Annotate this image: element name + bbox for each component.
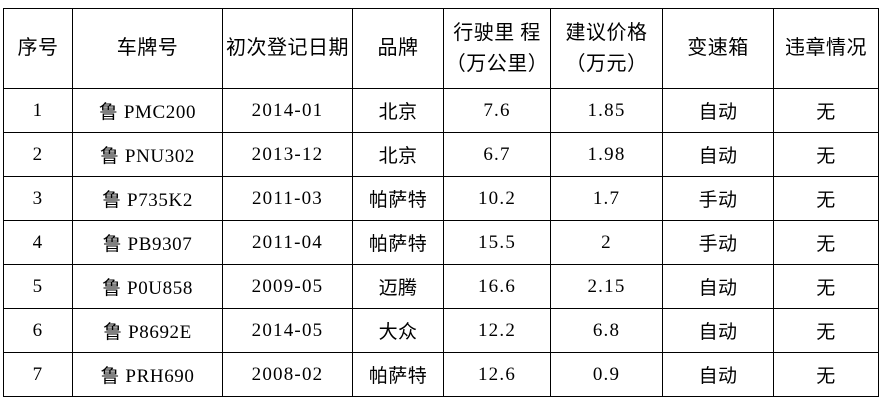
cell-brand: 帕萨特 [352,220,444,265]
column-header-first-registration-date-line-1: 初次登记日期 [226,37,349,59]
cell-brand: 北京 [352,132,444,177]
cell-brand: 帕萨特 [352,176,444,221]
cell-brand: 帕萨特 [352,352,444,397]
cell-plate: 鲁 P0U858 [72,264,223,309]
cell-brand: 大众 [352,308,444,353]
cell-suggested-price: 0.9 [550,352,663,397]
table-row: 2 鲁 PNU302 2013-12 北京 6.7 1.98 自动 无 [3,132,879,177]
cell-suggested-price: 6.8 [550,308,663,353]
cell-suggested-price: 2.15 [550,264,663,309]
column-header-gearbox: 变速箱 [662,8,774,89]
column-header-suggested-price-line-1: 建议价格 [565,21,648,44]
cell-gearbox: 手动 [662,176,774,221]
cell-mileage: 7.6 [443,88,551,133]
column-header-mileage: 行驶里 程 （万公里） [443,8,551,89]
cell-gearbox: 自动 [662,352,774,397]
cell-brand: 北京 [352,88,444,133]
column-header-mileage-line-1: 行驶里 程 [453,21,541,44]
cell-plate: 鲁 PB9307 [72,220,223,265]
table-body: 1 鲁 PMC200 2014-01 北京 7.6 1.85 自动 无 2 鲁 … [3,88,879,397]
cell-plate: 鲁 PNU302 [72,132,223,177]
cell-first-registration-date: 2013-12 [222,132,353,177]
cell-violation: 无 [773,352,879,397]
cell-suggested-price: 1.98 [550,132,663,177]
cell-first-registration-date: 2011-04 [222,220,353,265]
column-header-violation: 违章情况 [773,8,879,89]
column-header-plate-line-1: 车牌号 [116,37,179,59]
cell-gearbox: 自动 [662,132,774,177]
cell-plate: 鲁 P8692E [72,308,223,353]
cell-violation: 无 [773,220,879,265]
cell-first-registration-date: 2011-03 [222,176,353,221]
cell-index: 6 [3,308,73,353]
cell-plate: 鲁 P735K2 [72,176,223,221]
column-header-brand: 品牌 [352,8,444,89]
cell-brand: 迈腾 [352,264,444,309]
cell-index: 5 [3,264,73,309]
column-header-gearbox-line-1: 变速箱 [687,37,749,59]
table-row: 3 鲁 P735K2 2011-03 帕萨特 10.2 1.7 手动 无 [3,176,879,221]
cell-mileage: 10.2 [443,176,551,221]
cell-first-registration-date: 2009-05 [222,264,353,309]
cell-suggested-price: 2 [550,220,663,265]
cell-gearbox: 自动 [662,264,774,309]
cell-plate: 鲁 PMC200 [72,88,223,133]
cell-violation: 无 [773,88,879,133]
column-header-suggested-price: 建议价格 （万元） [550,8,663,89]
cell-mileage: 16.6 [443,264,551,309]
cell-first-registration-date: 2014-05 [222,308,353,353]
table-row: 7 鲁 PRH690 2008-02 帕萨特 12.6 0.9 自动 无 [3,352,879,397]
table-row: 1 鲁 PMC200 2014-01 北京 7.6 1.85 自动 无 [3,88,879,133]
cell-first-registration-date: 2014-01 [222,88,353,133]
column-header-brand-line-1: 品牌 [377,37,419,59]
cell-index: 1 [3,88,73,133]
cell-violation: 无 [773,264,879,309]
column-header-plate: 车牌号 [72,8,223,89]
cell-index: 2 [3,132,73,177]
cell-violation: 无 [773,132,879,177]
cell-plate: 鲁 PRH690 [72,352,223,397]
cell-mileage: 12.2 [443,308,551,353]
cell-first-registration-date: 2008-02 [222,352,353,397]
cell-suggested-price: 1.7 [550,176,663,221]
cell-mileage: 15.5 [443,220,551,265]
cell-mileage: 6.7 [443,132,551,177]
cell-index: 3 [3,176,73,221]
cell-mileage: 12.6 [443,352,551,397]
table-row: 6 鲁 P8692E 2014-05 大众 12.2 6.8 自动 无 [3,308,879,353]
cell-gearbox: 自动 [662,88,774,133]
column-header-suggested-price-line-2: （万元） [565,52,648,75]
vehicle-information-table: 序号 车牌号 初次登记日期 品牌 行驶里 程 （万公里） 建议价格 （万元） [3,8,879,397]
column-header-first-registration-date: 初次登记日期 [222,8,353,89]
cell-suggested-price: 1.85 [550,88,663,133]
cell-gearbox: 自动 [662,308,774,353]
cell-index: 4 [3,220,73,265]
cell-gearbox: 手动 [662,220,774,265]
column-header-violation-line-1: 违章情况 [785,37,867,59]
cell-violation: 无 [773,176,879,221]
cell-violation: 无 [773,308,879,353]
column-header-index-line-1: 序号 [17,37,59,59]
table-row: 4 鲁 PB9307 2011-04 帕萨特 15.5 2 手动 无 [3,220,879,265]
cell-index: 7 [3,352,73,397]
table-header-row: 序号 车牌号 初次登记日期 品牌 行驶里 程 （万公里） 建议价格 （万元） [3,8,879,89]
column-header-index: 序号 [3,8,73,89]
column-header-mileage-line-2: （万公里） [445,52,549,75]
table-header: 序号 车牌号 初次登记日期 品牌 行驶里 程 （万公里） 建议价格 （万元） [3,8,879,89]
table-row: 5 鲁 P0U858 2009-05 迈腾 16.6 2.15 自动 无 [3,264,879,309]
